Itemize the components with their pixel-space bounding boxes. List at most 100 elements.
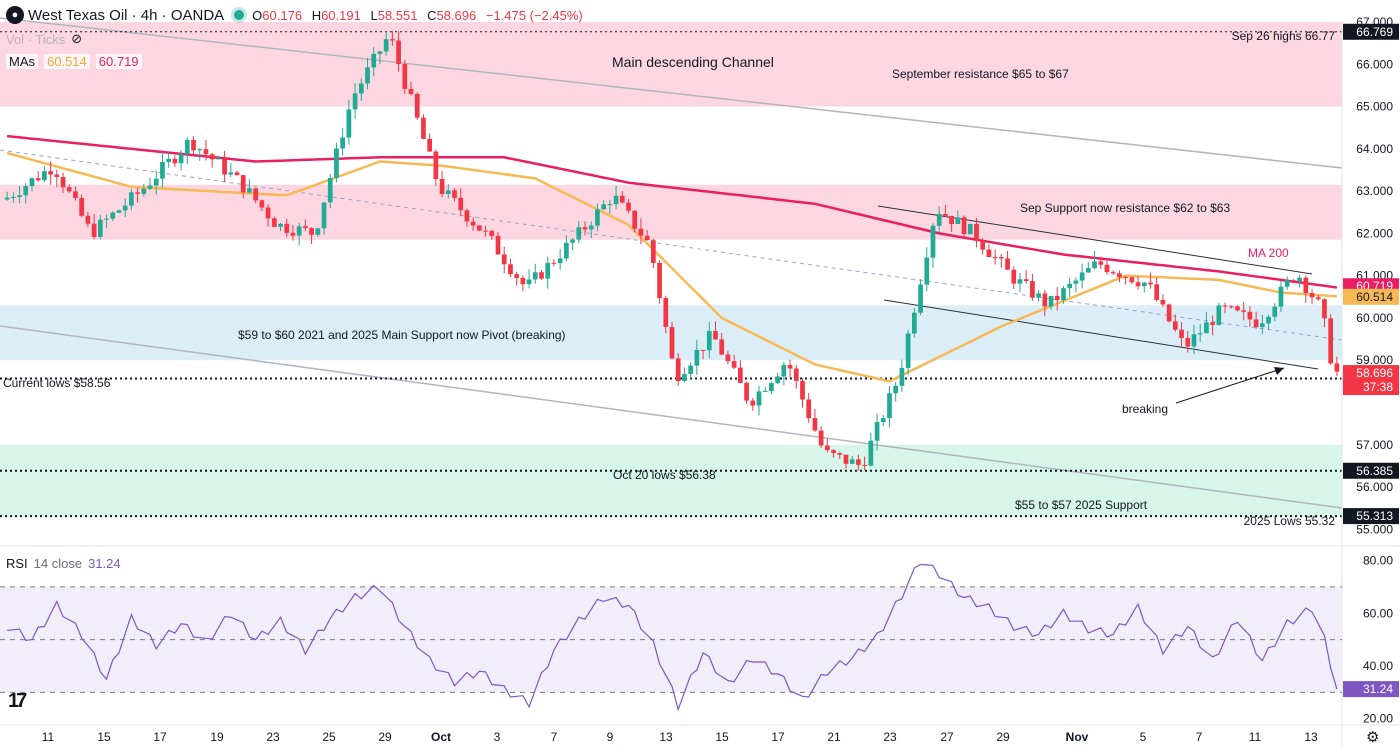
candle[interactable]	[949, 215, 954, 232]
candle[interactable]	[539, 270, 544, 281]
candle[interactable]	[97, 214, 103, 240]
candle[interactable]	[66, 184, 72, 194]
candle[interactable]	[178, 149, 184, 171]
candle[interactable]	[439, 171, 445, 198]
candle[interactable]	[1322, 298, 1327, 328]
candle[interactable]	[1297, 274, 1302, 288]
candle[interactable]	[868, 432, 874, 467]
candle[interactable]	[91, 213, 97, 240]
candle[interactable]	[1067, 277, 1073, 297]
candle[interactable]	[756, 385, 762, 416]
candle[interactable]	[750, 397, 756, 411]
candle[interactable]	[265, 204, 271, 227]
candle[interactable]	[501, 246, 507, 274]
candle[interactable]	[445, 184, 451, 199]
candle[interactable]	[427, 133, 433, 152]
candle[interactable]	[315, 227, 321, 237]
candle[interactable]	[414, 92, 420, 120]
candle[interactable]	[595, 203, 600, 232]
candle[interactable]	[1303, 275, 1309, 304]
candle[interactable]	[1284, 276, 1290, 290]
candle[interactable]	[669, 321, 675, 360]
candle[interactable]	[781, 361, 787, 386]
candle[interactable]	[259, 199, 265, 212]
candle[interactable]	[520, 275, 526, 291]
candle[interactable]	[1272, 303, 1278, 322]
candle[interactable]	[812, 408, 818, 432]
tradingview-logo-icon[interactable]: 17	[8, 690, 27, 712]
candle[interactable]	[1204, 311, 1209, 334]
candle[interactable]	[638, 218, 644, 245]
candle[interactable]	[396, 31, 401, 72]
candle[interactable]	[1048, 295, 1054, 310]
candle[interactable]	[284, 218, 290, 238]
symbol-title[interactable]: West Texas Oil · 4h · OANDA	[28, 6, 225, 24]
candle[interactable]	[1334, 356, 1340, 377]
candle[interactable]	[172, 155, 178, 168]
candle[interactable]	[1079, 263, 1085, 289]
candle[interactable]	[992, 249, 998, 265]
candle[interactable]	[514, 271, 520, 286]
rsi-legend[interactable]: RSI 14 close 31.24	[6, 556, 121, 571]
candle[interactable]	[986, 244, 992, 258]
candle[interactable]	[980, 238, 986, 255]
candle[interactable]	[42, 166, 47, 183]
candle[interactable]	[650, 238, 656, 269]
candle[interactable]	[458, 188, 464, 217]
candle[interactable]	[352, 83, 358, 119]
candle[interactable]	[688, 362, 694, 379]
candle[interactable]	[663, 295, 669, 334]
candle[interactable]	[508, 258, 513, 278]
candle[interactable]	[532, 263, 538, 284]
candle[interactable]	[452, 188, 457, 202]
candle[interactable]	[160, 152, 165, 188]
candle[interactable]	[1104, 260, 1110, 275]
candle[interactable]	[1278, 280, 1284, 313]
candle[interactable]	[762, 387, 768, 393]
candle[interactable]	[1253, 311, 1259, 329]
candle[interactable]	[166, 152, 172, 168]
candle[interactable]	[1216, 302, 1222, 326]
candle[interactable]	[731, 354, 737, 370]
candle[interactable]	[390, 30, 395, 46]
candle[interactable]	[943, 205, 948, 217]
candle[interactable]	[967, 223, 973, 235]
candle[interactable]	[576, 220, 582, 244]
candle[interactable]	[1328, 313, 1334, 365]
candle[interactable]	[856, 454, 861, 471]
candle[interactable]	[1085, 261, 1091, 273]
candle[interactable]	[247, 179, 252, 194]
candle[interactable]	[1110, 270, 1116, 275]
candle[interactable]	[911, 307, 917, 338]
candle[interactable]	[1042, 290, 1048, 317]
settings-gear-icon[interactable]: ⚙	[1366, 729, 1380, 746]
candle[interactable]	[800, 378, 805, 408]
breaking-arrow-line[interactable]	[1175, 367, 1285, 404]
candle[interactable]	[141, 184, 147, 197]
candle[interactable]	[588, 221, 594, 239]
main-channel-lower-line[interactable]	[0, 325, 1343, 509]
ma-legend[interactable]: MAs 60.514 60.719	[6, 54, 142, 69]
candle[interactable]	[4, 191, 10, 201]
candle[interactable]	[303, 219, 308, 231]
candle[interactable]	[1315, 295, 1321, 301]
candle[interactable]	[216, 155, 221, 160]
candle[interactable]	[1291, 278, 1296, 284]
candle[interactable]	[1222, 302, 1228, 314]
candle[interactable]	[184, 137, 190, 165]
candle[interactable]	[240, 174, 246, 199]
candle[interactable]	[1098, 256, 1104, 269]
candle[interactable]	[905, 329, 911, 375]
candle[interactable]	[327, 173, 333, 209]
candle[interactable]	[1054, 287, 1060, 311]
main-channel-upper-line[interactable]	[0, 17, 1343, 169]
candle[interactable]	[234, 170, 240, 176]
candle[interactable]	[1259, 314, 1265, 335]
candle[interactable]	[153, 170, 159, 195]
candle[interactable]	[296, 222, 302, 246]
candle[interactable]	[526, 269, 532, 289]
hidden-eye-icon[interactable]: ⊘	[71, 31, 83, 46]
candle[interactable]	[1241, 301, 1247, 321]
candle[interactable]	[309, 227, 314, 245]
candle[interactable]	[104, 214, 109, 228]
